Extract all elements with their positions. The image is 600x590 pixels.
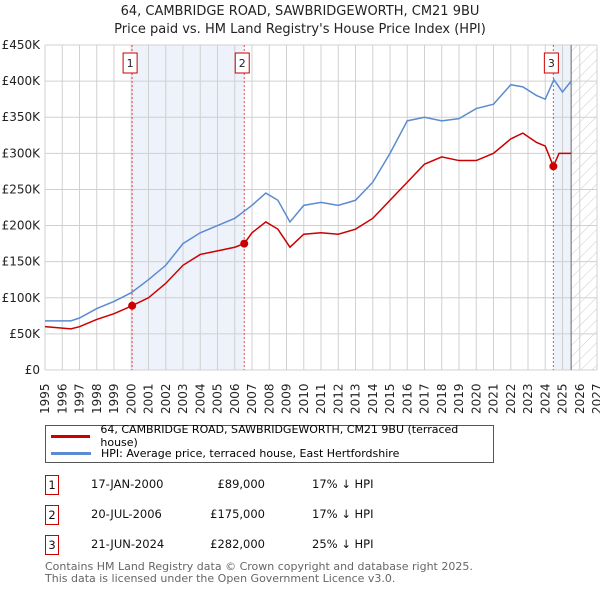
y-tick-label: £400K — [2, 74, 42, 88]
x-tick-label: 2026 — [573, 383, 587, 414]
sale-marker-box — [234, 52, 250, 74]
x-tick-label: 2010 — [297, 383, 311, 414]
chart-title: 64, CAMBRIDGE ROAD, SAWBRIDGEWORTH, CM21… — [120, 4, 480, 19]
chart-subtitle: Price paid vs. HM Land Registry's House … — [114, 22, 486, 37]
x-tick-label: 2001 — [142, 383, 156, 414]
sale-marker-label: 2 — [239, 57, 246, 70]
footer: Contains HM Land Registry data © Crown c… — [45, 561, 473, 584]
y-tick-label: £350K — [2, 110, 42, 124]
sale-marker-box — [543, 52, 559, 74]
x-tick-label: 2022 — [504, 383, 518, 414]
hpi-line — [45, 78, 572, 322]
legend-blue-line — [51, 451, 91, 455]
legend-red-line — [51, 434, 91, 438]
x-tick-label: 2016 — [400, 383, 414, 414]
x-tick-label: 2012 — [331, 383, 345, 414]
y-tick-label: £0 — [25, 363, 40, 377]
x-tick-label: 2020 — [469, 383, 483, 414]
sale-row: 2 20-JUL-2006 £175,000 17% ↓ HPI — [45, 505, 445, 525]
sale-date: 17-JAN-2000 — [91, 477, 164, 491]
y-tick-label: £450K — [2, 38, 42, 52]
x-tick-label: 2008 — [262, 383, 276, 414]
sale-number-badge: 3 — [45, 535, 59, 555]
x-tick-label: 1999 — [107, 383, 121, 414]
x-tick-label: 2007 — [245, 383, 259, 414]
sale-marker-label: 3 — [548, 57, 555, 70]
sale-point — [549, 162, 558, 171]
sale-row: 1 17-JAN-2000 £89,000 17% ↓ HPI — [45, 475, 445, 495]
x-tick-label: 2011 — [314, 383, 328, 414]
x-tick-label: 2015 — [383, 383, 397, 414]
x-tick-label: 2006 — [228, 383, 242, 414]
sale-price: £89,000 — [217, 477, 265, 491]
x-tick-label: 2000 — [124, 383, 138, 414]
y-tick-label: £150K — [2, 255, 42, 269]
x-tick-label: 2009 — [280, 383, 294, 414]
footer-line: This data is licensed under the Open Gov… — [45, 571, 396, 585]
footer-line: Contains HM Land Registry data © Crown c… — [45, 560, 473, 573]
sale-row: 3 21-JUN-2024 £282,000 25% ↓ HPI — [45, 535, 445, 555]
x-tick-label: 2002 — [159, 383, 173, 414]
legend-label: HPI: Average price, terraced house, East… — [101, 446, 400, 460]
x-tick-label: 2018 — [435, 383, 449, 414]
sale-point — [128, 301, 137, 310]
x-tick-label: 1996 — [55, 383, 69, 414]
sale-date: 20-JUL-2006 — [91, 507, 162, 521]
x-tick-label: 1997 — [73, 383, 87, 414]
property-price-line — [44, 132, 572, 330]
sale-marker-label: 1 — [127, 57, 134, 70]
x-tick-label: 1998 — [90, 383, 104, 414]
y-tick-label: £250K — [2, 182, 42, 196]
sale-date: 21-JUN-2024 — [91, 537, 165, 551]
y-tick-label: £200K — [2, 219, 42, 233]
x-tick-label: 1995 — [38, 383, 52, 414]
legend-item-hpi: HPI: Average price, terraced house, East… — [46, 444, 399, 462]
x-tick-label: 2005 — [211, 383, 225, 414]
x-tick-label: 2014 — [366, 383, 380, 414]
x-tick-label: 2021 — [487, 383, 501, 414]
x-tick-label: 2023 — [521, 383, 535, 414]
x-tick-label: 2025 — [556, 383, 570, 414]
sale-hpi-delta: 17% ↓ HPI — [312, 477, 374, 491]
x-tick-label: 2019 — [452, 383, 466, 414]
sale-hpi-delta: 17% ↓ HPI — [312, 507, 374, 521]
x-tick-label: 2024 — [538, 383, 552, 414]
plot-area: 1995 1996 1997 1998 1999 2000 2001 2002 2003 2004… — [2, 38, 600, 414]
x-tick-label: 2027 — [590, 383, 600, 414]
sale-price: £175,000 — [210, 507, 265, 521]
forecast-hatch — [571, 45, 597, 370]
sale-price: £282,000 — [210, 537, 265, 551]
x-tick-label: 2004 — [193, 383, 207, 414]
x-tick-label: 2013 — [349, 383, 363, 414]
legend-label: 64, CAMBRIDGE ROAD, SAWBRIDGEWORTH, CM21… — [100, 423, 459, 449]
shaded-period-1-2 — [132, 45, 245, 370]
sale-hpi-delta: 25% ↓ HPI — [312, 537, 374, 551]
sale-number-badge: 2 — [45, 505, 59, 525]
y-tick-label: £50K — [9, 327, 41, 341]
x-tick-label: 2003 — [176, 383, 190, 414]
legend-item-property: 64, CAMBRIDGE ROAD, SAWBRIDGEWORTH, CM21… — [46, 423, 493, 449]
sale-point — [240, 239, 249, 248]
sale-number-badge: 1 — [45, 475, 59, 495]
sale-marker-box — [122, 52, 138, 74]
x-tick-label: 2017 — [418, 383, 432, 414]
y-tick-label: £300K — [2, 146, 42, 160]
y-tick-label: £100K — [2, 291, 42, 305]
legend: 64, CAMBRIDGE ROAD, SAWBRIDGEWORTH, CM21… — [45, 423, 494, 463]
